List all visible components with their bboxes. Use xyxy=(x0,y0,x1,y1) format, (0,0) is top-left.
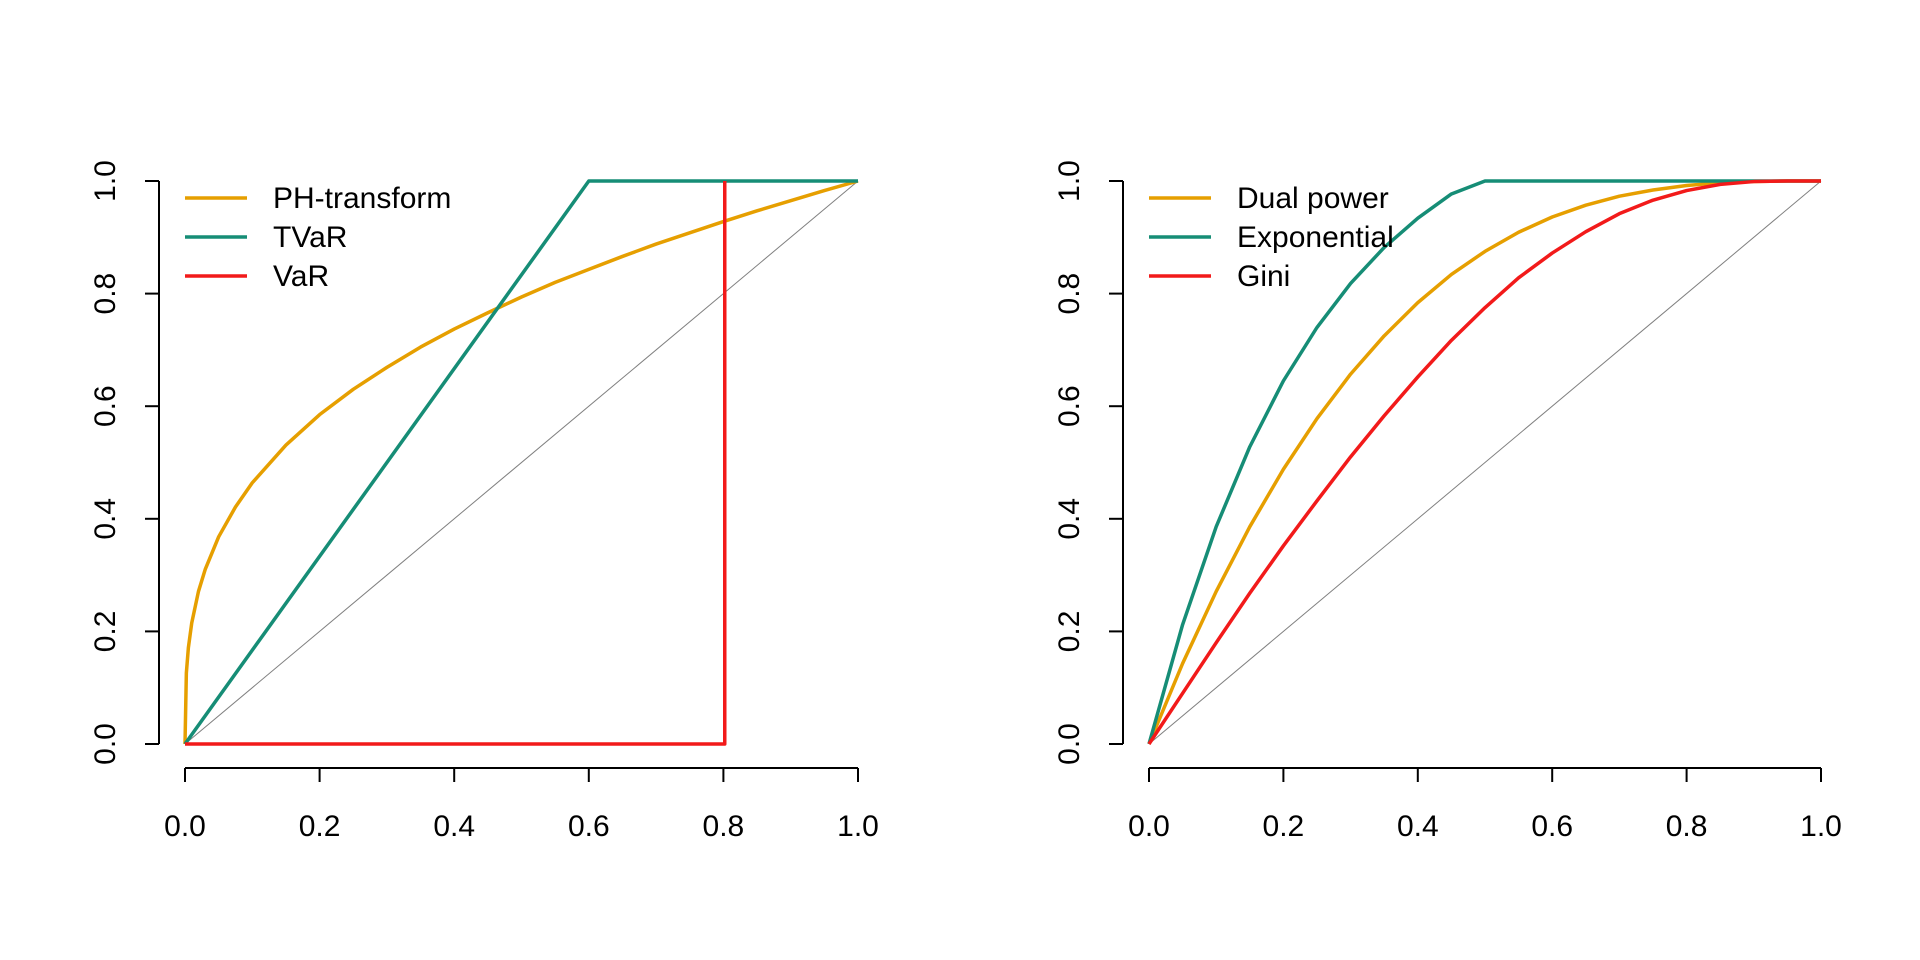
y-tick-label: 0.0 xyxy=(89,723,122,765)
series-line-var xyxy=(185,181,727,746)
y-tick-label: 0.4 xyxy=(89,498,122,540)
series-line-gini xyxy=(1147,179,1821,745)
x-tick-label: 0.6 xyxy=(1531,810,1573,843)
x-tick-label: 0.2 xyxy=(1263,810,1305,843)
x-tick-label: 1.0 xyxy=(1800,810,1842,843)
legend-label: PH-transform xyxy=(273,182,451,215)
y-tick-label: 0.2 xyxy=(1053,611,1086,653)
x-tick-label: 0.4 xyxy=(1397,810,1439,843)
y-tick-label: 0.8 xyxy=(1053,273,1086,315)
y-tick-label: 0.8 xyxy=(89,273,122,315)
x-tick-label: 0.0 xyxy=(164,810,206,843)
left-panel: 0.0 0.2 0.4 0.6 0.8 1.0 0.0 0.2 0.4 0.6 0.8 1.0 PH-t… xyxy=(89,160,879,843)
right-panel: 0.0 0.2 0.4 0.6 0.8 1.0 0.0 0.2 0.4 0.6 0.8 1.0 Dual… xyxy=(1053,160,1842,843)
x-tick-label: 0.8 xyxy=(703,810,745,843)
y-tick-label: 0.0 xyxy=(1053,723,1086,765)
reference-diagonal-line xyxy=(184,180,859,745)
y-tick-label: 1.0 xyxy=(1053,160,1086,202)
y-tick-label: 1.0 xyxy=(89,160,122,202)
y-tick-label: 0.6 xyxy=(89,385,122,427)
x-tick-label: 1.0 xyxy=(837,810,879,843)
y-tick-label: 0.6 xyxy=(1053,385,1086,427)
legend-label: Exponential xyxy=(1237,221,1394,254)
x-tick-label: 0.8 xyxy=(1666,810,1708,843)
reference-diagonal-line xyxy=(1148,180,1822,745)
series-line-tvar xyxy=(183,179,858,746)
legend-label: VaR xyxy=(273,260,329,293)
x-tick-label: 0.6 xyxy=(568,810,610,843)
series-line-exponential xyxy=(1147,179,1821,745)
y-tick-label: 0.4 xyxy=(1053,498,1086,540)
x-tick-label: 0.4 xyxy=(433,810,475,843)
y-tick-label: 0.2 xyxy=(89,611,122,653)
legend-label: Dual power xyxy=(1237,182,1389,215)
x-tick-label: 0.2 xyxy=(299,810,341,843)
legend-label: TVaR xyxy=(273,221,347,254)
series-line-ph-transform xyxy=(183,179,859,745)
legend-label: Gini xyxy=(1237,260,1290,293)
x-tick-label: 0.0 xyxy=(1128,810,1170,843)
series-line-dual-power xyxy=(1147,179,1821,745)
